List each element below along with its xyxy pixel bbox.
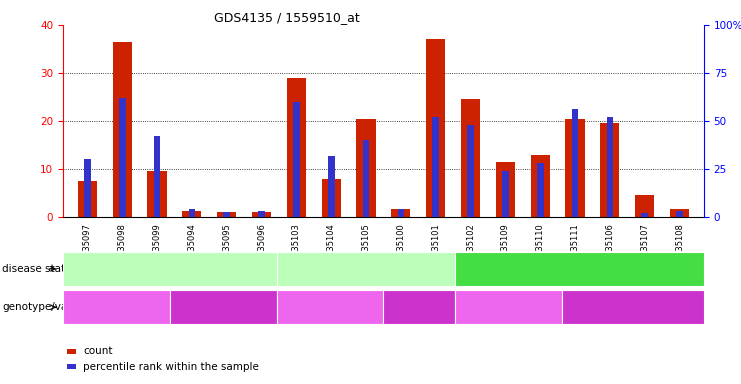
Bar <box>565 119 585 217</box>
Bar <box>531 155 550 217</box>
Text: count: count <box>83 346 113 356</box>
Bar <box>635 195 654 217</box>
Title: GDS4135 / 1559510_at: GDS4135 / 1559510_at <box>214 11 360 24</box>
Bar <box>84 159 90 217</box>
Text: disease state: disease state <box>2 264 72 274</box>
Bar <box>287 78 306 217</box>
Bar <box>432 117 439 217</box>
Bar <box>217 212 236 217</box>
Bar <box>119 98 125 217</box>
Bar <box>600 123 619 217</box>
Text: ApoE ε4 -: ApoE ε4 - <box>92 302 141 312</box>
Text: genotype/variation: genotype/variation <box>2 302 102 312</box>
Text: Braak stage V-VI: Braak stage V-VI <box>536 264 622 274</box>
Bar <box>182 211 202 217</box>
Bar <box>426 40 445 217</box>
Bar <box>607 117 614 217</box>
Bar <box>642 213 648 217</box>
Bar <box>258 211 265 217</box>
Bar <box>677 211 683 217</box>
Bar <box>113 42 132 217</box>
Bar <box>468 125 474 217</box>
Bar <box>328 156 335 217</box>
Text: ApoE ε4 +: ApoE ε4 + <box>392 302 446 312</box>
Bar <box>502 171 509 217</box>
Text: ApoE ε4 -: ApoE ε4 - <box>484 302 533 312</box>
Text: percentile rank within the sample: percentile rank within the sample <box>83 362 259 372</box>
Bar <box>670 209 689 217</box>
Text: Braak stage III-IV: Braak stage III-IV <box>322 264 410 274</box>
Bar <box>461 99 480 217</box>
Bar <box>252 212 271 217</box>
Text: Braak stage I-II: Braak stage I-II <box>130 264 209 274</box>
Bar <box>153 136 160 217</box>
Bar <box>397 209 405 217</box>
Text: ApoE ε4 +: ApoE ε4 + <box>605 302 659 312</box>
Bar <box>356 119 376 217</box>
Bar <box>391 209 411 217</box>
Bar <box>188 209 195 217</box>
Bar <box>572 109 579 217</box>
Bar <box>293 102 299 217</box>
Text: ApoE ε4 +: ApoE ε4 + <box>196 302 250 312</box>
Text: ApoE ε4 -: ApoE ε4 - <box>305 302 355 312</box>
Bar <box>147 171 167 217</box>
Bar <box>362 140 370 217</box>
Bar <box>537 163 544 217</box>
Bar <box>223 212 230 217</box>
Bar <box>322 179 341 217</box>
Bar <box>496 162 515 217</box>
Bar <box>78 181 97 217</box>
